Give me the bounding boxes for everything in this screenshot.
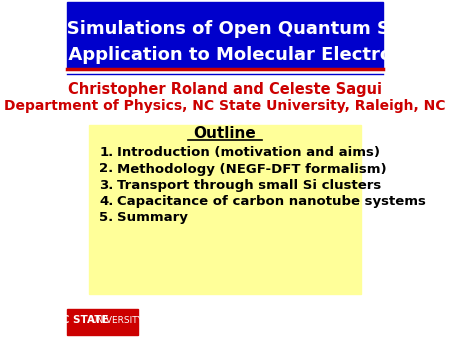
FancyBboxPatch shape <box>67 2 383 68</box>
Text: Department of Physics, NC State University, Raleigh, NC: Department of Physics, NC State Universi… <box>4 99 446 114</box>
Text: Christopher Roland and Celeste Sagui: Christopher Roland and Celeste Sagui <box>68 82 382 97</box>
Text: Outline: Outline <box>194 126 256 141</box>
Text: 1.: 1. <box>99 146 113 159</box>
Text: ITR/AP: Simulations of Open Quantum Systems: ITR/AP: Simulations of Open Quantum Syst… <box>0 20 450 38</box>
Text: Summary: Summary <box>117 211 188 224</box>
Text: 4.: 4. <box>99 195 113 208</box>
Text: 3.: 3. <box>99 179 113 192</box>
Text: 5.: 5. <box>99 211 113 224</box>
Text: Transport through small Si clusters: Transport through small Si clusters <box>117 179 381 192</box>
FancyBboxPatch shape <box>89 125 361 294</box>
Text: Introduction (motivation and aims): Introduction (motivation and aims) <box>117 146 380 159</box>
Text: UNIVERSITY: UNIVERSITY <box>90 316 143 325</box>
Text: 2.: 2. <box>99 163 113 175</box>
Text: with Application to Molecular Electronics: with Application to Molecular Electronic… <box>18 46 432 64</box>
Text: NC STATE: NC STATE <box>54 315 109 325</box>
FancyBboxPatch shape <box>67 309 138 335</box>
Text: Methodology (NEGF-DFT formalism): Methodology (NEGF-DFT formalism) <box>117 163 387 175</box>
Text: Capacitance of carbon nanotube systems: Capacitance of carbon nanotube systems <box>117 195 426 208</box>
